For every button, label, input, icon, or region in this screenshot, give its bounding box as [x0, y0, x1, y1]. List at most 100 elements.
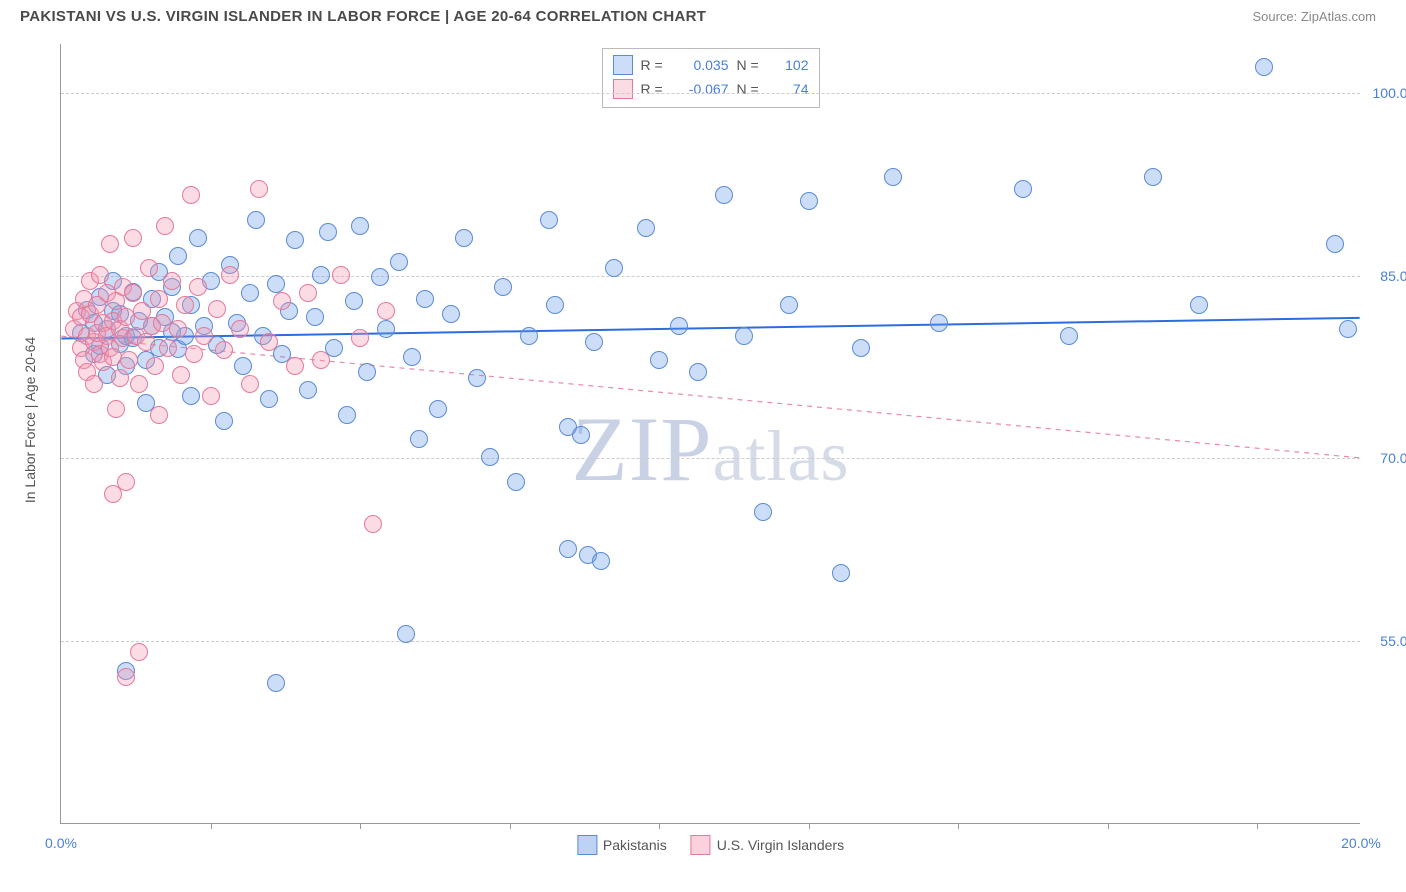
- data-point: [130, 643, 148, 661]
- data-point: [1190, 296, 1208, 314]
- data-point: [345, 292, 363, 310]
- gridline-h: [61, 93, 1360, 94]
- legend: Pakistanis U.S. Virgin Islanders: [577, 835, 844, 855]
- data-point: [182, 186, 200, 204]
- data-point: [146, 357, 164, 375]
- data-point: [468, 369, 486, 387]
- data-point: [780, 296, 798, 314]
- legend-label: U.S. Virgin Islanders: [717, 837, 844, 853]
- data-point: [215, 412, 233, 430]
- data-point: [169, 320, 187, 338]
- chart-title: PAKISTANI VS U.S. VIRGIN ISLANDER IN LAB…: [20, 8, 706, 25]
- data-point: [1014, 180, 1032, 198]
- data-point: [332, 266, 350, 284]
- data-point: [351, 329, 369, 347]
- data-point: [130, 375, 148, 393]
- data-point: [1255, 58, 1273, 76]
- y-tick-label: 85.0%: [1365, 268, 1406, 284]
- data-point: [1144, 168, 1162, 186]
- x-tick: [211, 823, 212, 829]
- data-point: [852, 339, 870, 357]
- data-point: [689, 363, 707, 381]
- data-point: [185, 345, 203, 363]
- data-point: [338, 406, 356, 424]
- data-point: [884, 168, 902, 186]
- data-point: [670, 317, 688, 335]
- data-point: [215, 341, 233, 359]
- stats-row: R =-0.067N =74: [613, 77, 809, 101]
- data-point: [1339, 320, 1357, 338]
- x-tick-label: 0.0%: [45, 835, 77, 851]
- y-tick-label: 70.0%: [1365, 450, 1406, 466]
- data-point: [182, 387, 200, 405]
- data-point: [1060, 327, 1078, 345]
- data-point: [442, 305, 460, 323]
- legend-item: Pakistanis: [577, 835, 667, 855]
- data-point: [312, 351, 330, 369]
- data-point: [572, 426, 590, 444]
- data-point: [231, 320, 249, 338]
- data-point: [481, 448, 499, 466]
- gridline-h: [61, 276, 1360, 277]
- watermark: ZIPatlas: [572, 396, 850, 502]
- legend-label: Pakistanis: [603, 837, 667, 853]
- scatter-chart: ZIPatlas R =0.035N =102R =-0.067N =74 Pa…: [60, 44, 1360, 824]
- trend-lines: [61, 44, 1360, 823]
- data-point: [715, 186, 733, 204]
- data-point: [221, 266, 239, 284]
- data-point: [85, 375, 103, 393]
- x-tick: [1257, 823, 1258, 829]
- chart-header: PAKISTANI VS U.S. VIRGIN ISLANDER IN LAB…: [0, 0, 1406, 33]
- data-point: [605, 259, 623, 277]
- x-tick: [1108, 823, 1109, 829]
- data-point: [189, 278, 207, 296]
- data-point: [371, 268, 389, 286]
- legend-item: U.S. Virgin Islanders: [691, 835, 844, 855]
- data-point: [520, 327, 538, 345]
- data-point: [111, 369, 129, 387]
- stats-row: R =0.035N =102: [613, 53, 809, 77]
- data-point: [104, 485, 122, 503]
- data-point: [540, 211, 558, 229]
- legend-swatch: [577, 835, 597, 855]
- data-point: [546, 296, 564, 314]
- data-point: [91, 266, 109, 284]
- x-tick: [809, 823, 810, 829]
- data-point: [312, 266, 330, 284]
- data-point: [107, 400, 125, 418]
- x-tick: [958, 823, 959, 829]
- legend-swatch: [691, 835, 711, 855]
- data-point: [140, 259, 158, 277]
- data-point: [195, 327, 213, 345]
- data-point: [189, 229, 207, 247]
- data-point: [267, 674, 285, 692]
- data-point: [364, 515, 382, 533]
- chart-source: Source: ZipAtlas.com: [1252, 9, 1376, 24]
- data-point: [208, 300, 226, 318]
- data-point: [585, 333, 603, 351]
- data-point: [637, 219, 655, 237]
- data-point: [286, 357, 304, 375]
- data-point: [163, 272, 181, 290]
- data-point: [494, 278, 512, 296]
- data-point: [172, 366, 190, 384]
- data-point: [559, 540, 577, 558]
- x-tick: [360, 823, 361, 829]
- data-point: [1326, 235, 1344, 253]
- series-swatch: [613, 79, 633, 99]
- data-point: [754, 503, 772, 521]
- data-point: [250, 180, 268, 198]
- data-point: [403, 348, 421, 366]
- data-point: [241, 375, 259, 393]
- data-point: [273, 292, 291, 310]
- data-point: [377, 302, 395, 320]
- data-point: [124, 229, 142, 247]
- data-point: [507, 473, 525, 491]
- data-point: [358, 363, 376, 381]
- data-point: [592, 552, 610, 570]
- data-point: [101, 235, 119, 253]
- data-point: [124, 284, 142, 302]
- y-tick-label: 100.0%: [1365, 85, 1406, 101]
- data-point: [159, 339, 177, 357]
- data-point: [260, 333, 278, 351]
